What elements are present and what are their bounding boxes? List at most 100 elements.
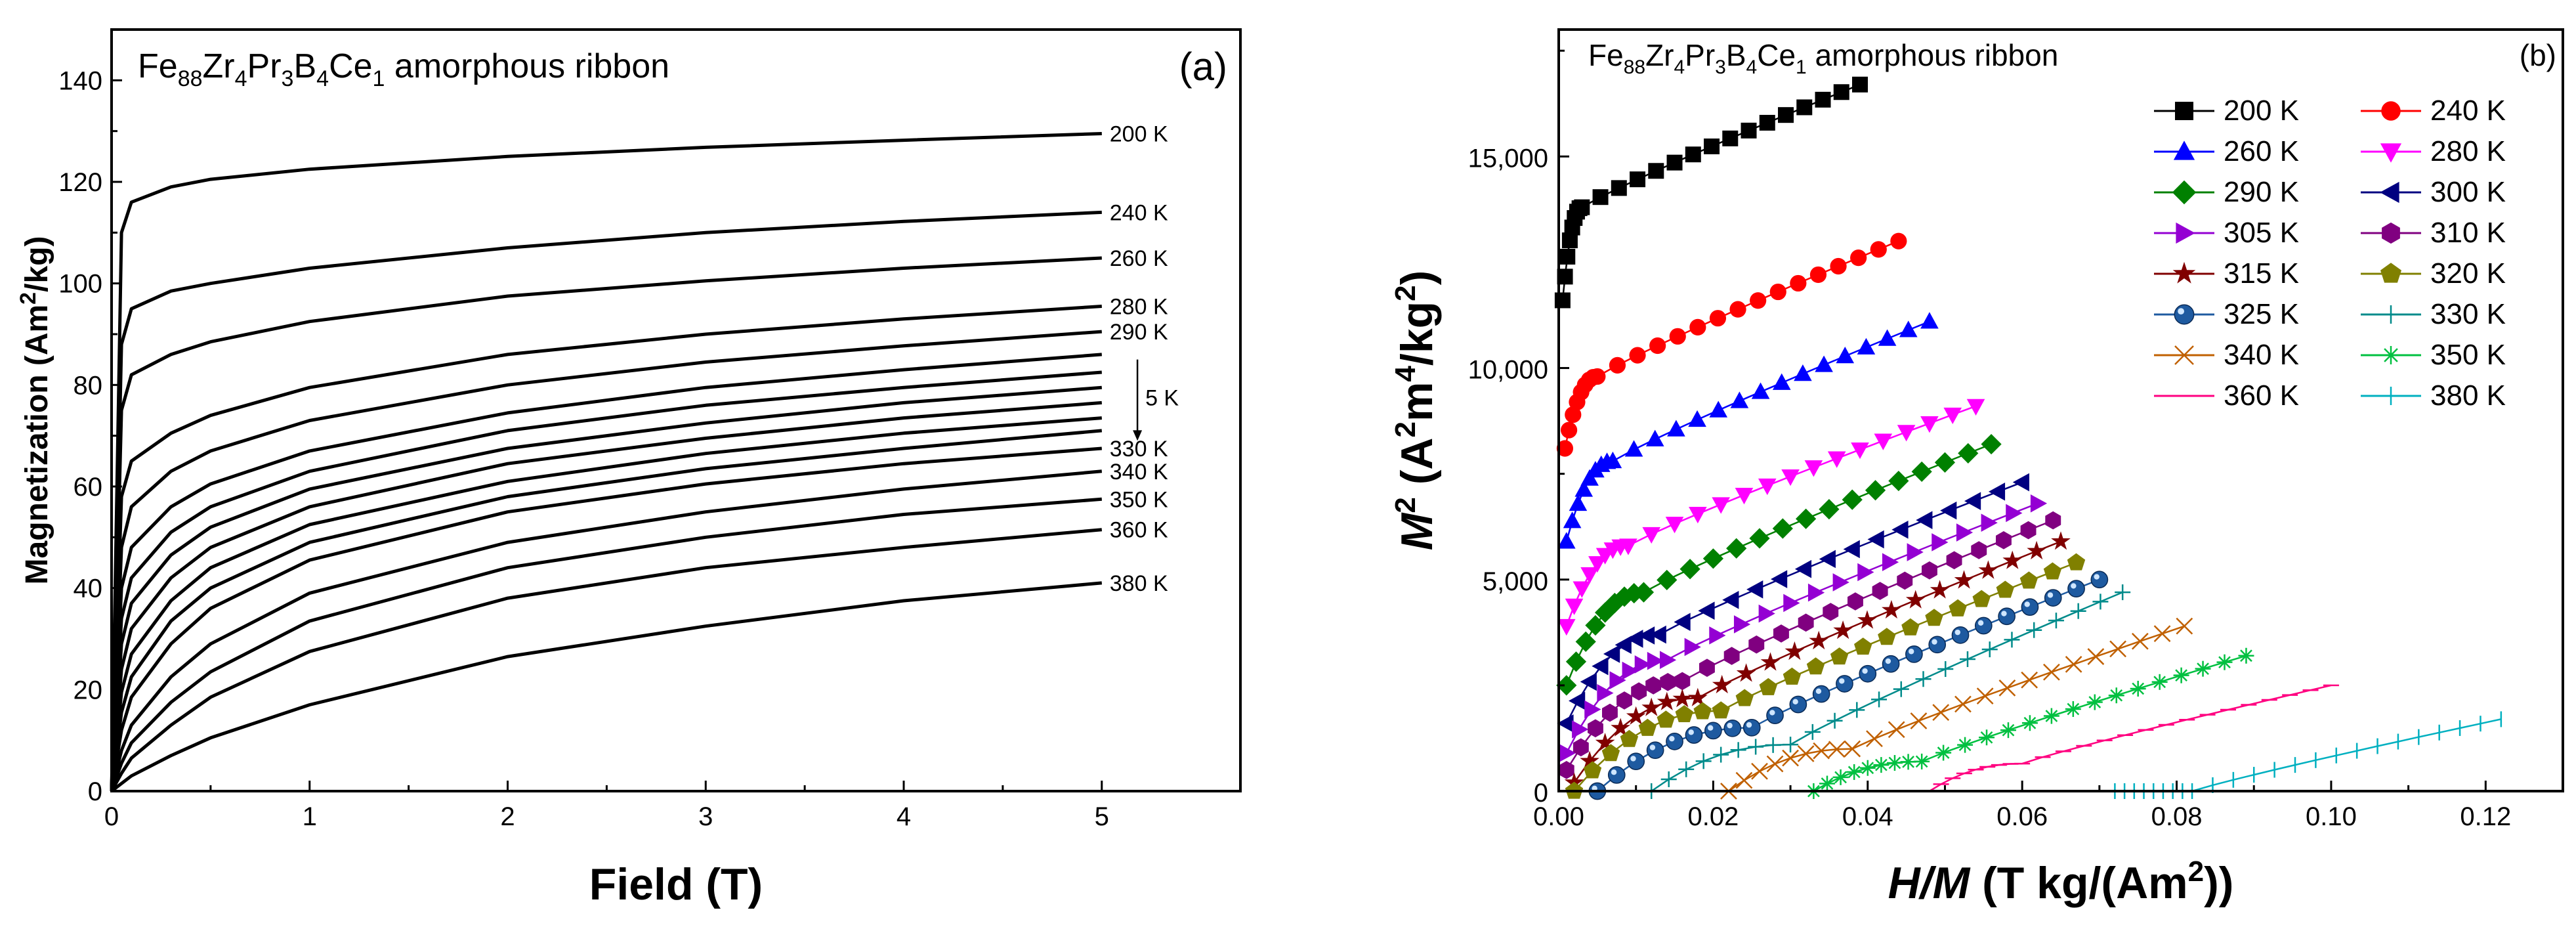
panel-b-x-axis-label: H/M (T kg/(Am2)): [1888, 855, 2234, 908]
curve-200k: [110, 132, 1102, 792]
curve-label-340k: 340 K: [1110, 460, 1168, 485]
curve-label-350k: 350 K: [1110, 487, 1168, 512]
series-markers: [1805, 647, 2254, 799]
panel-b-y-axis-label: M2 (A2m4/kg2): [1389, 270, 1442, 551]
series-markers: [1643, 584, 2131, 799]
legend-item-340k: 340 K: [2154, 339, 2299, 371]
y-tick-label: 100: [58, 270, 102, 299]
panel-b-arrott-plot: 0.00 0.02 0.04 0.06 0.08 0.10 0.12 0 5,000 10,00…: [1389, 28, 2564, 908]
legend-label: 280 K: [2430, 135, 2506, 167]
y-tick-label: 5,000: [1483, 567, 1548, 596]
legend-marker: [2172, 261, 2196, 284]
legend-item-240k: 240 K: [2361, 95, 2506, 127]
x-tick-label: 0.00: [1533, 802, 1584, 831]
series-markers: [1557, 473, 2029, 733]
curve-310k: [110, 385, 1102, 792]
legend-marker: [2174, 345, 2194, 365]
curve-260k: [110, 256, 1102, 792]
legend-marker: [2173, 140, 2195, 160]
legend-marker: [2382, 222, 2400, 244]
series-310k: [1558, 511, 2061, 779]
panel-b-label: (b): [2520, 38, 2556, 72]
panel-b-x-ticks: 0.00 0.02 0.04 0.06 0.08 0.10 0.12: [1533, 781, 2564, 831]
legend-marker: [2174, 304, 2195, 325]
curve-label-280k: 280 K: [1110, 294, 1168, 319]
legend-label: 330 K: [2430, 298, 2506, 330]
y-tick-label: 60: [74, 473, 103, 502]
legend-label: 325 K: [2224, 298, 2299, 330]
legend-label: 240 K: [2430, 95, 2506, 127]
legend-label: 310 K: [2430, 217, 2506, 249]
legend-item-310k: 310 K: [2361, 217, 2506, 249]
series-305k: [1559, 494, 2048, 762]
panel-b-series: [1554, 76, 2502, 800]
legend-marker: [2381, 101, 2401, 121]
curve-label-200k: 200 K: [1110, 122, 1168, 147]
curve-240k: [110, 210, 1102, 792]
legend-label: 360 K: [2224, 379, 2299, 412]
legend-item-280k: 280 K: [2361, 135, 2506, 167]
panel-b-title: Fe88Zr4Pr3B4Ce1 amorphous ribbon: [1588, 38, 2058, 78]
curve-330k: [110, 446, 1102, 792]
series-290k: [1556, 433, 2002, 696]
x-tick-label: 0.12: [2460, 802, 2511, 831]
legend-marker: [2172, 180, 2197, 205]
legend-label: 340 K: [2224, 339, 2299, 371]
x-tick-label: 0.08: [2151, 802, 2203, 831]
x-tick-label: 1: [303, 802, 317, 831]
legend-marker: [2380, 143, 2402, 163]
series-325k: [1588, 571, 2109, 800]
series-markers: [1557, 399, 1985, 636]
legend-label: 380 K: [2430, 379, 2506, 412]
y-tick-label: 0: [1534, 779, 1548, 808]
curve-305k: [110, 370, 1102, 792]
legend-label: 315 K: [2224, 257, 2299, 290]
x-tick-label: 0: [104, 802, 119, 831]
curve-label-290k: 290 K: [1110, 320, 1168, 345]
legend-marker: [2382, 305, 2400, 324]
panel-a-label: (a): [1179, 45, 1227, 89]
x-tick-label: 0.04: [1842, 802, 1893, 831]
legend-item-315k: 315 K: [2154, 257, 2299, 290]
x-tick-label: 0.10: [2306, 802, 2357, 831]
series-line: [1565, 320, 1930, 542]
series-280k: [1557, 399, 1985, 636]
panel-a-magnetization-vs-field: 0 1 2 3 4 5 0 20 40 60 80 100 120 140 200 K 240 K 260 …: [16, 28, 1242, 909]
panel-a-y-axis-label: Magnetization (Am2/kg): [16, 236, 54, 585]
x-tick-label: 0.06: [1996, 802, 2048, 831]
curve-280k: [110, 305, 1102, 792]
curve-label-380k: 380 K: [1110, 571, 1168, 596]
y-tick-label: 140: [58, 66, 102, 95]
series-315k: [1564, 531, 2071, 791]
y-tick-label: 10,000: [1468, 356, 1548, 385]
series-markers: [1564, 531, 2071, 791]
panel-a-step-label: 5 K: [1145, 386, 1179, 411]
panel-b-y-ticks: 0 5,000 10,000 15,000: [1468, 49, 1569, 808]
legend-item-350k: 350 K: [2361, 339, 2506, 371]
x-tick-label: 3: [698, 802, 713, 831]
legend-item-260k: 260 K: [2154, 135, 2299, 167]
legend-label: 320 K: [2430, 257, 2506, 290]
curve-320k: [110, 416, 1102, 792]
panel-a-step-arrow-head: [1133, 430, 1143, 441]
legend-item-300k: 300 K: [2361, 176, 2506, 208]
y-tick-label: 40: [74, 574, 103, 603]
legend-item-305k: 305 K: [2154, 217, 2299, 249]
panel-a-curves: [110, 132, 1103, 792]
legend-marker: [2382, 346, 2400, 364]
series-240k: [1556, 232, 1907, 457]
legend-item-325k: 325 K: [2154, 298, 2299, 330]
curve-350k: [110, 497, 1102, 792]
legend-label: 200 K: [2224, 95, 2299, 127]
curve-label-260k: 260 K: [1110, 246, 1168, 271]
x-tick-label: 4: [897, 802, 911, 831]
x-tick-label: 2: [500, 802, 515, 831]
panel-b-legend: 200 K 240 K 260 K 280 K 290 K 300 K 305 K 310 K…: [2154, 95, 2506, 412]
curve-label-330k: 330 K: [1110, 437, 1168, 462]
series-line: [1564, 240, 1899, 449]
series-markers: [1720, 617, 2193, 800]
series-300k: [1557, 473, 2029, 733]
series-markers: [1556, 433, 2002, 696]
